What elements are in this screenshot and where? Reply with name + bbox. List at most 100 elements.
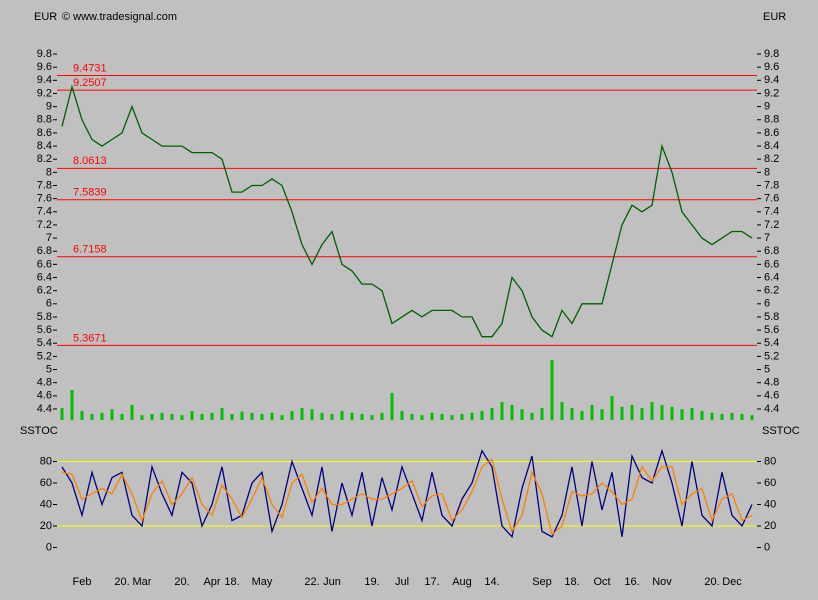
volume-bar (690, 408, 694, 420)
y-tick-label-left: 6.6 (37, 258, 52, 270)
volume-bar (640, 408, 644, 420)
y-tick-label-left: 6.8 (37, 245, 52, 257)
y-tick-label-right: 5.8 (764, 311, 779, 323)
y-tick-label-right: 6.6 (764, 258, 779, 270)
x-tick-label: Jul (395, 576, 409, 588)
y-tick-label-right: 9.2 (764, 87, 779, 99)
volume-bar (90, 414, 94, 420)
volume-bar (310, 409, 314, 420)
volume-bar (460, 414, 464, 420)
currency-left: EUR (34, 11, 57, 23)
indicator-left: SSTOC (20, 425, 58, 437)
volume-bar (660, 405, 664, 420)
level-label: 7.5839 (73, 187, 107, 199)
y-tick-label-left: 6 (46, 298, 52, 310)
y-tick-label-right: 7.8 (764, 179, 779, 191)
y-tick-label-right: 7.4 (764, 206, 779, 218)
y-tick-label-right: 8.6 (764, 127, 779, 139)
x-tick-label: Mar (133, 576, 152, 588)
y-tick-label-left: 9 (46, 101, 52, 113)
level-label: 9.2507 (73, 77, 107, 89)
y-tick-label-right: 6.8 (764, 245, 779, 257)
volume-bar (280, 415, 284, 420)
volume-bar (160, 412, 164, 420)
y-tick-label-left: 5.4 (37, 337, 52, 349)
volume-bar (270, 412, 274, 420)
volume-bar (570, 408, 574, 420)
y-tick-label-right: 9.8 (764, 48, 779, 60)
volume-bar (230, 414, 234, 420)
y-tick-label-left: 4.6 (37, 390, 52, 402)
x-tick-label: Aug (452, 576, 472, 588)
series-line (61, 448, 753, 539)
volume-bar (540, 408, 544, 420)
volume-bar (190, 411, 194, 420)
series-line (61, 84, 753, 338)
volume-bar (370, 415, 374, 420)
x-tick-label: 17. (424, 576, 439, 588)
volume-bar (100, 412, 104, 420)
y-tick-label-left: 4.4 (37, 403, 52, 415)
y-tick-label-left: 5.8 (37, 311, 52, 323)
y-tick-label-right: 4.4 (764, 403, 779, 415)
x-tick-label: Nov (652, 576, 672, 588)
volume-bar (730, 412, 734, 420)
y-tick-label-left: 40 (40, 498, 52, 510)
x-tick-label: Dec (722, 576, 742, 588)
y-tick-label-left: 7.2 (37, 219, 52, 231)
x-tick-label: Apr (203, 576, 220, 588)
y-tick-label-left: 9.8 (37, 48, 52, 60)
volume-bar (320, 412, 324, 420)
y-tick-label-right: 4.6 (764, 390, 779, 402)
y-tick-label-right: 5.4 (764, 337, 779, 349)
y-tick-label-right: 40 (764, 498, 776, 510)
y-tick-label-right: 9 (764, 101, 770, 113)
y-tick-label-right: 0 (764, 541, 770, 553)
volume-bar (130, 405, 134, 420)
volume-bar (290, 411, 294, 420)
level-label: 5.3671 (73, 332, 107, 344)
volume-bar (710, 412, 714, 420)
volume-bar (430, 412, 434, 420)
y-tick-label-left: 8.2 (37, 153, 52, 165)
x-tick-label: Sep (532, 576, 552, 588)
x-tick-label: 18. (564, 576, 579, 588)
y-tick-label-right: 60 (764, 477, 776, 489)
y-tick-label-right: 6.4 (764, 271, 779, 283)
source: © www.tradesignal.com (62, 11, 177, 23)
volume-bar (480, 411, 484, 420)
y-tick-label-right: 6 (764, 298, 770, 310)
y-tick-label-left: 8.4 (37, 140, 52, 152)
y-tick-label-left: 7.6 (37, 193, 52, 205)
y-tick-label-right: 9.6 (764, 61, 779, 73)
volume-bar (200, 414, 204, 420)
volume-bar (600, 409, 604, 420)
volume-bar (410, 414, 414, 420)
level-label: 6.7158 (73, 244, 107, 256)
volume-bar (510, 405, 514, 420)
volume-bar (250, 412, 254, 420)
y-tick-label-left: 5 (46, 363, 52, 375)
x-tick-label: 20. (704, 576, 719, 588)
volume-bar (210, 412, 214, 420)
x-tick-label: 22. (304, 576, 319, 588)
volume-bar (150, 414, 154, 420)
volume-bar (180, 415, 184, 420)
volume-bar (490, 408, 494, 420)
y-tick-label-left: 6.4 (37, 271, 52, 283)
y-tick-label-left: 7.8 (37, 179, 52, 191)
y-tick-label-right: 7.2 (764, 219, 779, 231)
y-tick-label-left: 9.4 (37, 74, 52, 86)
volume-bar (400, 411, 404, 420)
y-tick-label-right: 7 (764, 232, 770, 244)
x-tick-label: 14. (484, 576, 499, 588)
volume-bar (650, 402, 654, 420)
y-tick-label-left: 60 (40, 477, 52, 489)
volume-bar (440, 414, 444, 420)
y-tick-label-right: 5.2 (764, 350, 779, 362)
y-tick-label-right: 9.4 (764, 74, 779, 86)
y-tick-label-left: 4.8 (37, 377, 52, 389)
y-tick-label-left: 9.2 (37, 87, 52, 99)
y-tick-label-right: 8.8 (764, 114, 779, 126)
y-tick-label-left: 7.4 (37, 206, 52, 218)
